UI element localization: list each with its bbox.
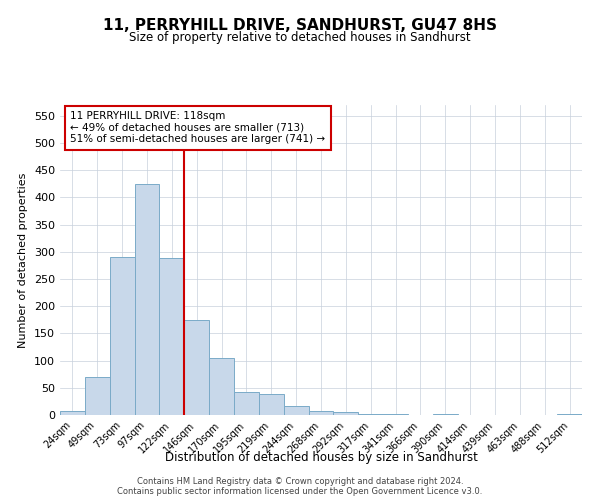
Bar	[557, 414, 582, 415]
Text: Contains HM Land Registry data © Crown copyright and database right 2024.: Contains HM Land Registry data © Crown c…	[137, 476, 463, 486]
Y-axis label: Number of detached properties: Number of detached properties	[19, 172, 28, 348]
Text: Size of property relative to detached houses in Sandhurst: Size of property relative to detached ho…	[129, 31, 471, 44]
Bar	[433, 414, 458, 415]
Bar	[85, 377, 110, 415]
Text: Contains public sector information licensed under the Open Government Licence v3: Contains public sector information licen…	[118, 486, 482, 496]
Bar	[234, 392, 259, 415]
Bar	[334, 412, 358, 415]
Bar	[110, 258, 134, 415]
Text: 11, PERRYHILL DRIVE, SANDHURST, GU47 8HS: 11, PERRYHILL DRIVE, SANDHURST, GU47 8HS	[103, 18, 497, 32]
Bar	[284, 406, 308, 415]
Bar	[184, 320, 209, 415]
Bar	[160, 258, 184, 415]
Bar	[259, 394, 284, 415]
Bar	[134, 184, 160, 415]
Bar	[308, 410, 334, 415]
Text: 11 PERRYHILL DRIVE: 118sqm
← 49% of detached houses are smaller (713)
51% of sem: 11 PERRYHILL DRIVE: 118sqm ← 49% of deta…	[70, 111, 326, 144]
Bar	[358, 414, 383, 415]
Bar	[383, 414, 408, 415]
Bar	[209, 358, 234, 415]
Bar	[60, 411, 85, 415]
Text: Distribution of detached houses by size in Sandhurst: Distribution of detached houses by size …	[164, 451, 478, 464]
